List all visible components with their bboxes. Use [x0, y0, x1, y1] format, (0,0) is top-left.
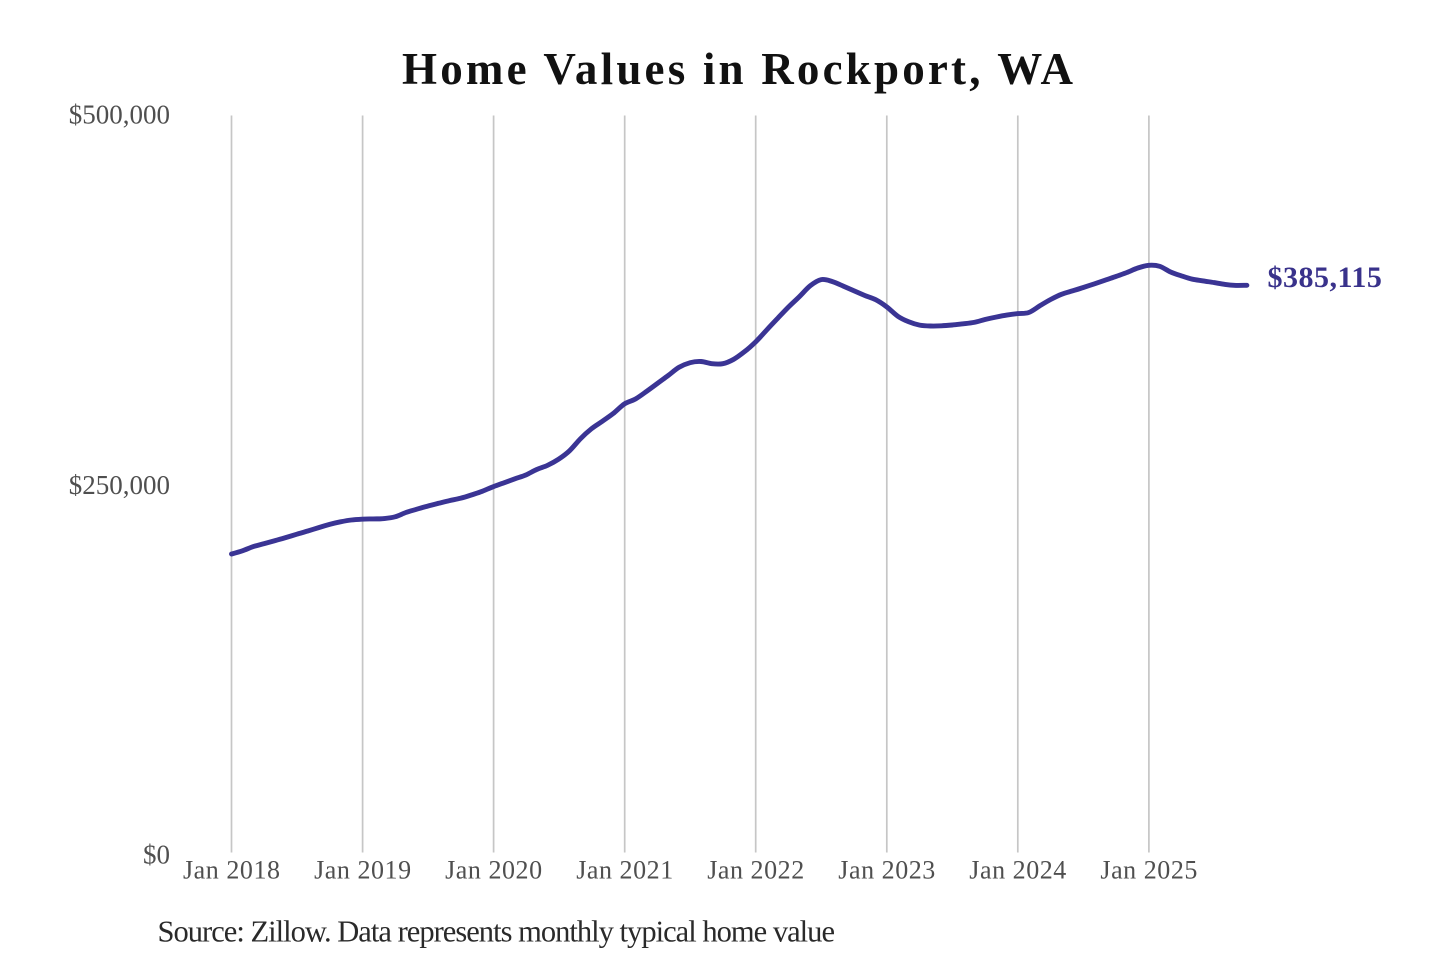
svg-text:Jan 2022: Jan 2022 — [707, 856, 804, 885]
svg-text:Jan 2023: Jan 2023 — [838, 856, 935, 885]
svg-text:$385,115: $385,115 — [1268, 261, 1383, 294]
svg-text:$250,000: $250,000 — [69, 470, 170, 500]
svg-text:Jan 2020: Jan 2020 — [445, 856, 542, 885]
svg-text:Jan 2018: Jan 2018 — [183, 856, 280, 885]
svg-text:$0: $0 — [143, 840, 170, 870]
svg-text:Jan 2024: Jan 2024 — [969, 856, 1066, 885]
svg-text:Home Values in Rockport, WA: Home Values in Rockport, WA — [402, 44, 1074, 94]
svg-text:$500,000: $500,000 — [69, 100, 170, 130]
svg-text:Jan 2021: Jan 2021 — [576, 856, 673, 885]
svg-text:Jan 2019: Jan 2019 — [314, 856, 411, 885]
svg-text:Jan 2025: Jan 2025 — [1100, 856, 1197, 885]
svg-text:Source: Zillow. Data represent: Source: Zillow. Data represents monthly … — [158, 915, 835, 949]
